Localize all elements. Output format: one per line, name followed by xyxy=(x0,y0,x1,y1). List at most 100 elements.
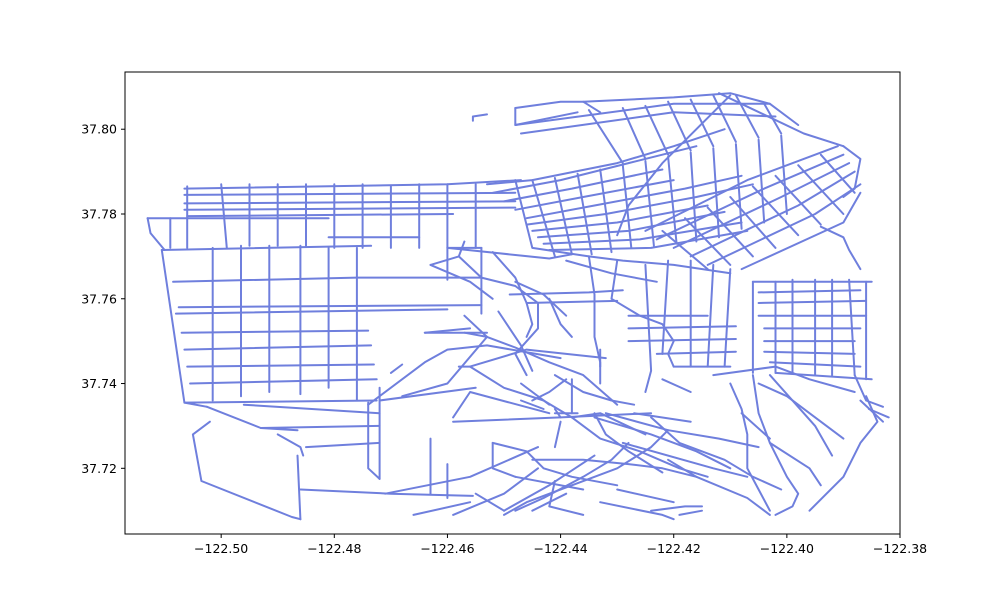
street-segment xyxy=(644,160,655,247)
street-segment xyxy=(740,412,771,440)
street-segment xyxy=(576,172,593,256)
street-segment xyxy=(186,213,455,218)
street-segment xyxy=(712,94,737,143)
street-segment xyxy=(429,263,494,300)
street-segment xyxy=(296,454,302,521)
x-tick-label: −122.46 xyxy=(420,541,474,556)
street-segment xyxy=(531,179,556,258)
street-segment xyxy=(548,480,585,516)
street-segment xyxy=(780,134,788,215)
street-segment xyxy=(186,363,375,368)
street-segment xyxy=(706,206,754,258)
street-segment xyxy=(757,289,862,294)
street-segment xyxy=(206,405,299,432)
street-segment xyxy=(508,289,624,296)
street-segment xyxy=(429,240,466,266)
street-segment xyxy=(276,433,305,457)
street-segment xyxy=(621,107,647,160)
street-segment xyxy=(389,363,404,374)
y-tick-label: 37.80 xyxy=(81,122,117,137)
x-tick-label: −122.42 xyxy=(647,541,701,556)
street-segment xyxy=(712,147,720,239)
x-axis: −122.50 −122.48 −122.46 −122.44 −122.42 −122.… xyxy=(194,534,927,556)
street-segment xyxy=(604,412,760,449)
street-segment xyxy=(242,403,381,415)
street-segment xyxy=(531,458,698,478)
street-network xyxy=(146,92,890,521)
street-segment xyxy=(525,174,743,220)
street-segment xyxy=(650,416,783,491)
street-segment xyxy=(183,399,378,404)
street-segment xyxy=(808,395,879,512)
street-segment xyxy=(582,92,800,126)
street-segment xyxy=(763,350,856,355)
street-segment xyxy=(819,153,856,194)
street-segment xyxy=(531,204,709,232)
street-segment xyxy=(514,102,771,126)
street-segment xyxy=(757,299,868,304)
street-segment xyxy=(729,382,771,512)
x-tick-label: −122.38 xyxy=(873,541,927,556)
street-segment xyxy=(367,401,381,480)
street-segment xyxy=(867,408,890,419)
street-segment xyxy=(553,374,636,406)
street-segment xyxy=(503,168,664,203)
x-tick-label: −122.48 xyxy=(307,541,361,556)
street-segment xyxy=(848,278,856,377)
street-segment xyxy=(491,251,534,338)
street-segment xyxy=(661,378,692,393)
street-segment xyxy=(768,441,800,516)
street-segment xyxy=(757,138,766,224)
street-segment xyxy=(729,196,777,249)
street-segment xyxy=(661,229,709,271)
street-segment xyxy=(514,179,590,258)
street-segment xyxy=(599,168,613,254)
street-segment xyxy=(627,338,737,343)
street-segment xyxy=(474,492,505,512)
street-segment xyxy=(520,382,551,406)
street-segment xyxy=(259,424,381,429)
street-segment xyxy=(180,329,370,334)
street-segment xyxy=(650,505,703,512)
street-segment xyxy=(751,374,822,487)
street-segment xyxy=(740,191,862,271)
street-segment xyxy=(367,344,562,406)
street-segment xyxy=(757,382,845,440)
x-tick-label: −122.40 xyxy=(760,541,814,556)
street-segment xyxy=(299,488,474,497)
street-segment xyxy=(819,225,862,271)
street-segment xyxy=(514,475,585,491)
street-segment xyxy=(452,391,551,419)
street-segment xyxy=(655,350,737,355)
y-tick-label: 37.76 xyxy=(81,291,117,306)
street-segment xyxy=(172,276,483,283)
street-segment xyxy=(706,263,715,368)
street-segment xyxy=(593,416,732,470)
street-segment xyxy=(684,217,732,266)
street-segment xyxy=(514,280,568,317)
street-segment xyxy=(774,371,873,381)
street-segment xyxy=(565,259,658,283)
street-segment xyxy=(446,246,573,260)
street-segment xyxy=(768,374,834,457)
street-segment xyxy=(616,488,675,504)
street-segment xyxy=(548,297,573,338)
street-segment xyxy=(667,100,692,152)
street-segment xyxy=(183,206,517,211)
street-segment xyxy=(191,420,302,521)
street-segment xyxy=(401,335,488,398)
x-tick-label: −122.50 xyxy=(194,541,248,556)
street-segment xyxy=(491,441,619,487)
street-segment xyxy=(378,386,477,402)
street-segment xyxy=(587,255,602,385)
x-tick-label: −122.44 xyxy=(533,541,587,556)
street-segment xyxy=(146,217,166,251)
plot-frame xyxy=(124,71,901,535)
street-segment xyxy=(183,191,517,196)
street-segment xyxy=(678,509,703,516)
y-tick-label: 37.72 xyxy=(81,461,117,476)
y-tick-label: 37.74 xyxy=(81,376,117,391)
street-segment xyxy=(174,308,449,315)
street-segment xyxy=(706,183,862,266)
street-segment xyxy=(621,441,749,478)
